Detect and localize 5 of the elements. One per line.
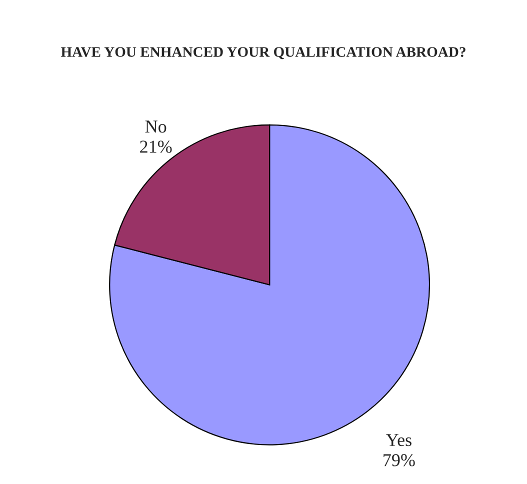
data-label: 21% [140, 140, 172, 153]
slice-label: Yes [386, 434, 412, 446]
data-label: 79% [384, 454, 415, 466]
slice-label: No [145, 120, 166, 133]
chart-title: HAVE YOU ENHANCED YOUR QUALIFICATION ABROAD? [60, 47, 466, 60]
